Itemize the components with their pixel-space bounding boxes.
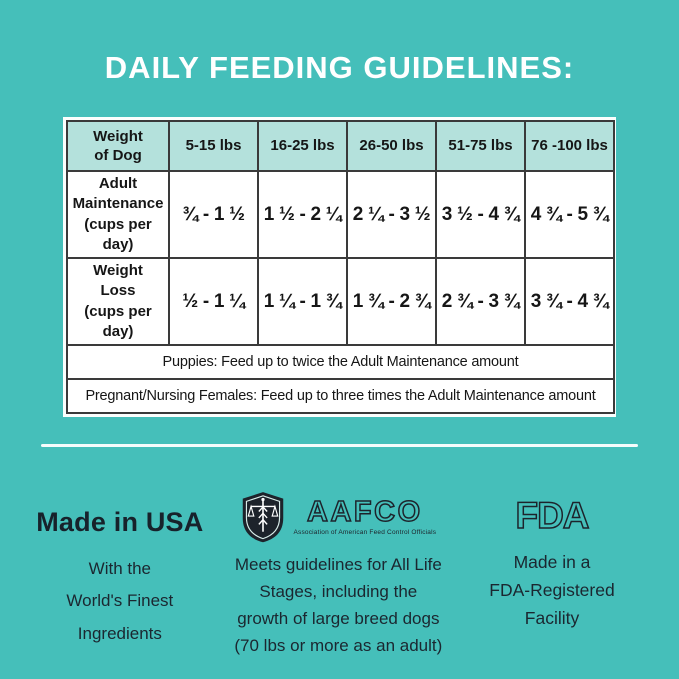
aafco-section: AAFCO Association of American Feed Contr… <box>212 491 465 659</box>
adult-maintenance-value: 2 ¼ - 3 ½ <box>346 170 437 259</box>
horizontal-divider <box>41 444 638 447</box>
table-row-adult-maintenance: Adult Maintenance (cups per day) ¾ - 1 ½… <box>66 170 615 259</box>
weight-loss-value: 3 ¾ - 4 ¾ <box>524 257 615 346</box>
header-51-75-lbs: 51-75 lbs <box>435 120 526 172</box>
header-5-15-lbs: 5-15 lbs <box>168 120 259 172</box>
row-label-adult-maintenance: Adult Maintenance (cups per day) <box>66 170 170 259</box>
aafco-wordmark-text: AAFCO <box>306 496 423 528</box>
weight-loss-value: 1 ¾ - 2 ¾ <box>346 257 437 346</box>
table-row-weight-loss: Weight Loss (cups per day) ½ - 1 ¼ 1 ¼ -… <box>66 257 615 346</box>
table-note-puppies: Puppies: Feed up to twice the Adult Main… <box>66 344 615 380</box>
table-note-pregnant-nursing: Pregnant/Nursing Females: Feed up to thr… <box>66 378 615 414</box>
adult-maintenance-value: 1 ½ - 2 ¼ <box>257 170 348 259</box>
fda-logo: FDA <box>515 495 591 536</box>
pregnant-nursing-note-text: Pregnant/Nursing Females: Feed up to thr… <box>66 378 615 414</box>
table-header-row: Weight of Dog 5-15 lbs 16-25 lbs 26-50 l… <box>66 120 615 172</box>
aafco-shield-scales-icon <box>243 492 284 543</box>
made-in-usa-subtitle: With the World's Finest Ingredients <box>66 559 174 643</box>
adult-maintenance-value: 3 ½ - 4 ¾ <box>435 170 526 259</box>
fda-section: FDA Made in a FDA-Registered Facility <box>465 491 639 632</box>
made-in-usa-heading: Made in USA <box>36 507 204 537</box>
weight-loss-value: 2 ¾ - 3 ¾ <box>435 257 526 346</box>
made-in-usa-section: Made in USA With the World's Finest Ingr… <box>28 491 212 650</box>
row-label-weight-loss: Weight Loss (cups per day) <box>66 257 170 346</box>
feeding-table-container: Weight of Dog 5-15 lbs 16-25 lbs 26-50 l… <box>63 117 616 417</box>
weight-loss-value: 1 ¼ - 1 ¾ <box>257 257 348 346</box>
aafco-wordmark-subtext: Association of American Feed Control Off… <box>293 529 437 536</box>
header-26-50-lbs: 26-50 lbs <box>346 120 437 172</box>
adult-maintenance-value: ¾ - 1 ½ <box>168 170 259 259</box>
header-76-100-lbs: 76 -100 lbs <box>524 120 615 172</box>
adult-maintenance-value: 4 ¾ - 5 ¾ <box>524 170 615 259</box>
certifications-footer: Made in USA With the World's Finest Ingr… <box>0 491 679 659</box>
page-title: DAILY FEEDING GUIDELINES: <box>104 50 575 85</box>
header-16-25-lbs: 16-25 lbs <box>257 120 348 172</box>
feeding-table: Weight of Dog 5-15 lbs 16-25 lbs 26-50 l… <box>66 120 615 414</box>
weight-loss-value: ½ - 1 ¼ <box>168 257 259 346</box>
puppies-note-text: Puppies: Feed up to twice the Adult Main… <box>66 344 615 380</box>
header-weight-of-dog: Weight of Dog <box>66 120 170 172</box>
aafco-description: Meets guidelines for All Life Stages, in… <box>234 555 443 655</box>
fda-description: Made in a FDA-Registered Facility <box>489 552 615 628</box>
aafco-logo: AAFCO Association of American Feed Contr… <box>212 491 465 543</box>
aafco-wordmark-block: AAFCO Association of American Feed Contr… <box>293 496 437 536</box>
